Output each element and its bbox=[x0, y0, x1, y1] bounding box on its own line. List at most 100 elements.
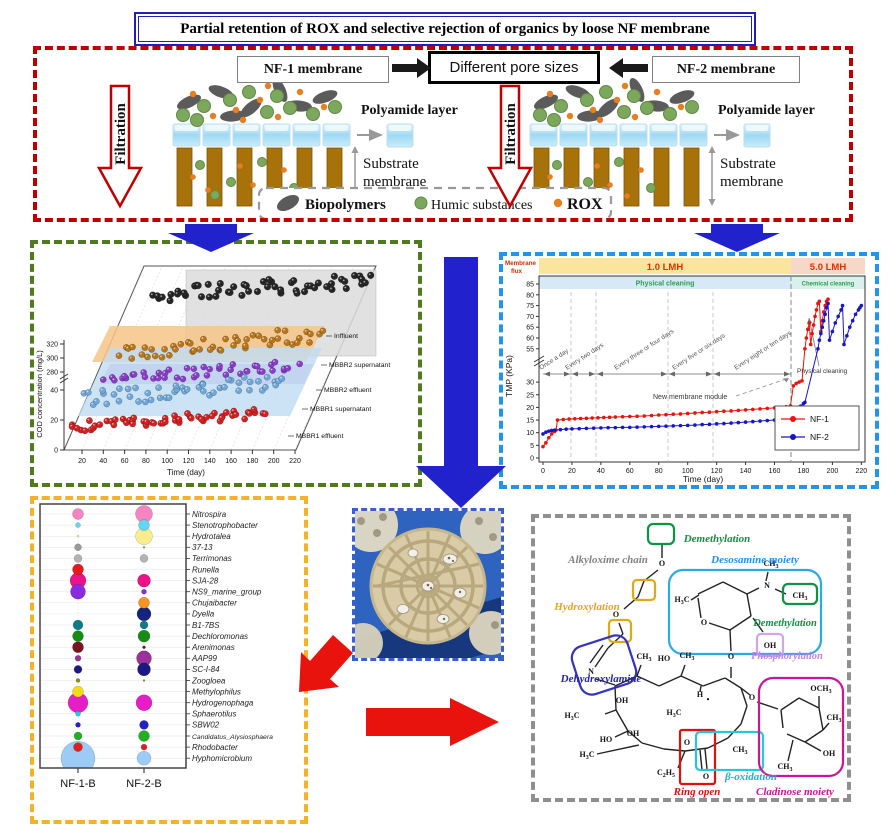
svg-text:80: 80 bbox=[655, 468, 663, 475]
pathway-label: Demethylation bbox=[752, 618, 817, 629]
pathway-label: Ring open bbox=[673, 786, 721, 798]
svg-text:140: 140 bbox=[740, 468, 752, 475]
svg-text:15: 15 bbox=[526, 418, 534, 425]
genus-label: B1-7BS bbox=[192, 621, 220, 630]
genus-label: Zoogloea bbox=[191, 676, 226, 685]
svg-text:0: 0 bbox=[530, 456, 534, 463]
nf2-membrane-label: NF-2 membrane bbox=[652, 56, 800, 83]
svg-text:Every three or four days: Every three or four days bbox=[613, 328, 676, 372]
filtration-arrow: Filtration bbox=[486, 84, 534, 209]
pathway-label: Desosamine moiety bbox=[710, 554, 799, 566]
svg-text:20: 20 bbox=[78, 458, 86, 465]
pathway-label: Dehydroxylamine bbox=[560, 673, 642, 685]
atom-label: OH bbox=[823, 749, 836, 758]
tmp-chart-panel: Membrane flux 1.0 LMH 5.0 LMH Physical clean… bbox=[499, 252, 879, 489]
cod-series-0 bbox=[149, 271, 375, 305]
svg-text:160: 160 bbox=[225, 458, 237, 465]
atom-label: CH3​ bbox=[792, 591, 807, 602]
svg-text:0: 0 bbox=[541, 468, 545, 475]
atom-label: O bbox=[703, 772, 709, 781]
svg-text:Physical cleaning: Physical cleaning bbox=[636, 281, 695, 288]
genus-label: NS9_marine_group bbox=[192, 588, 262, 597]
genus-label: Arenimonas bbox=[191, 643, 235, 652]
atom-label: O bbox=[613, 610, 619, 619]
arrow-to-pathway bbox=[366, 698, 499, 746]
atom-label: O bbox=[684, 738, 690, 747]
genus-label: Runella bbox=[192, 565, 220, 574]
atom-label: CH3​ bbox=[636, 652, 651, 663]
genus-label: Candidatus_Alysiosphaera bbox=[192, 734, 273, 741]
svg-text:20: 20 bbox=[526, 405, 534, 412]
atom-label: CH3​ bbox=[679, 651, 694, 662]
rox-structure: OONCH3​NCH3​H3​COOHOCH3​HOCH3​H3​COHHOOH… bbox=[553, 522, 845, 798]
structure-drawing: OONCH3​NCH3​H3​COOHOCH3​HOCH3​H3​COHHOOH… bbox=[553, 522, 845, 798]
genus-label: Stenotrophobacter bbox=[192, 521, 258, 530]
genus-label: Dyella bbox=[192, 610, 215, 619]
svg-text:300: 300 bbox=[46, 356, 58, 363]
svg-text:1.0 LMH: 1.0 LMH bbox=[647, 262, 684, 273]
atom-label: HO bbox=[600, 735, 612, 744]
bubble-chart-panel: Nitrospira Stenotrophobacter Hydrotalea 37-… bbox=[30, 496, 308, 824]
atom-label: OH bbox=[616, 696, 629, 705]
pathway-label: Hydroxylation bbox=[553, 601, 619, 613]
cod-series-label: MBBR2 supernatant bbox=[329, 362, 390, 369]
svg-text:120: 120 bbox=[183, 458, 195, 465]
pore-sizes-label: Different pore sizes bbox=[428, 51, 600, 84]
nf1-schematic: Polyamide layer Substrate membrane bbox=[172, 77, 458, 207]
pathway-label: Demethylation bbox=[683, 533, 751, 545]
svg-text:55: 55 bbox=[526, 346, 534, 353]
pathway-label: Phosphorylation bbox=[751, 651, 823, 662]
atom-label: O bbox=[659, 559, 665, 568]
svg-text:60: 60 bbox=[121, 458, 129, 465]
atom-label: H3​C bbox=[674, 595, 689, 606]
bubbles bbox=[60, 505, 153, 768]
genus-label: Terrimonas bbox=[192, 554, 232, 563]
svg-text:5.0 LMH: 5.0 LMH bbox=[810, 262, 847, 273]
substrate-label: membrane bbox=[720, 174, 784, 190]
svg-text:flux: flux bbox=[511, 268, 523, 275]
svg-text:Time (day): Time (day) bbox=[167, 468, 205, 477]
filtration-label: Filtration bbox=[113, 103, 129, 165]
atom-label: CH3​ bbox=[777, 762, 792, 773]
svg-text:75: 75 bbox=[526, 303, 534, 310]
nf2-schematic: Polyamide layer Substrate membrane bbox=[529, 77, 815, 207]
degradation-pathway-panel: OONCH3​NCH3​H3​COOHOCH3​HOCH3​H3​COHHOOH… bbox=[531, 514, 851, 802]
genus-label: Hydrotalea bbox=[192, 532, 231, 541]
svg-text:Time (day): Time (day) bbox=[683, 474, 723, 484]
cod-series-label: MBBR1 effluent bbox=[296, 433, 344, 440]
arrow-to-photo bbox=[416, 257, 506, 508]
carrier-photo-panel bbox=[352, 508, 504, 661]
cod-series-4 bbox=[68, 405, 269, 435]
carrier-wheel bbox=[369, 527, 487, 645]
atom-label: C2​H5​ bbox=[657, 768, 675, 779]
substrate-label: membrane bbox=[363, 174, 427, 190]
svg-text:Chemical cleaning: Chemical cleaning bbox=[802, 282, 855, 288]
polyamide-layer-label: Polyamide layer bbox=[361, 103, 458, 118]
pathway-label: Cladinose moiety bbox=[756, 786, 834, 798]
svg-text:Every two days: Every two days bbox=[564, 341, 605, 371]
svg-text:40: 40 bbox=[99, 458, 107, 465]
page-title: Partial retention of ROX and selective r… bbox=[138, 16, 752, 42]
atom-label: N bbox=[764, 581, 770, 590]
svg-text:220: 220 bbox=[855, 468, 867, 475]
svg-text:220: 220 bbox=[289, 458, 301, 465]
substrate-label: Substrate bbox=[720, 156, 776, 172]
nf1-membrane-label: NF-1 membrane bbox=[237, 56, 389, 83]
atom-label: H3​C bbox=[564, 711, 579, 722]
arrow-to-tmp-chart bbox=[694, 224, 780, 252]
title-banner: Partial retention of ROX and selective r… bbox=[134, 12, 756, 46]
background-carriers bbox=[355, 511, 501, 658]
pathway-label: Alkyloxime chain bbox=[567, 554, 648, 566]
membrane-schematic-panel: Polyamide layer Substrate membrane Polyami… bbox=[33, 46, 853, 222]
cod-series-2 bbox=[99, 358, 304, 384]
membrane-flux-label: Membrane bbox=[505, 260, 537, 267]
rox-icon bbox=[553, 198, 563, 208]
genus-label: Dechloromonas bbox=[192, 632, 248, 641]
cod-series-label: MBBR1 supernatant bbox=[310, 406, 371, 413]
svg-text:30: 30 bbox=[526, 380, 534, 387]
bubble-plot: Nitrospira Stenotrophobacter Hydrotalea 37-… bbox=[39, 503, 273, 790]
carrier-photo bbox=[355, 511, 501, 658]
